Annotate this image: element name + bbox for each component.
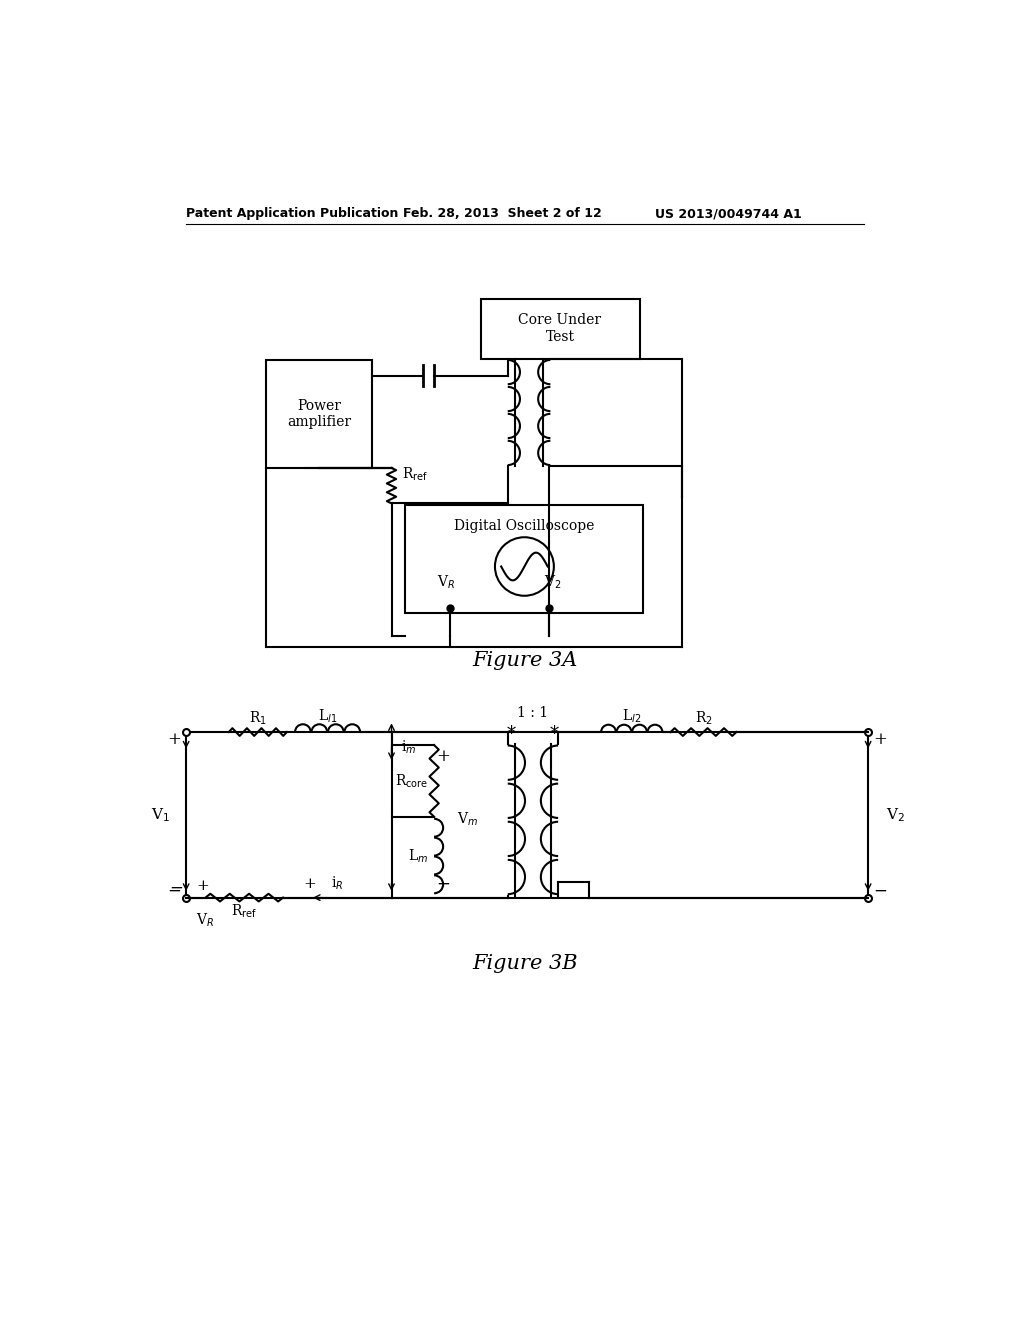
Text: V$_R$: V$_R$	[436, 574, 455, 591]
Text: Digital Oscilloscope: Digital Oscilloscope	[455, 520, 595, 533]
Text: +: +	[436, 748, 451, 766]
Bar	[480, 298, 640, 359]
Text: V$_2$: V$_2$	[886, 807, 905, 824]
Bar	[406, 506, 643, 612]
Text: −: −	[872, 883, 887, 900]
Text: R$_{\rm core}$: R$_{\rm core}$	[394, 772, 428, 789]
Text: Feb. 28, 2013  Sheet 2 of 12: Feb. 28, 2013 Sheet 2 of 12	[403, 207, 602, 220]
Text: Power
amplifier: Power amplifier	[287, 399, 351, 429]
Text: L$_{l2}$: L$_{l2}$	[623, 708, 641, 726]
Text: 1 : 1: 1 : 1	[517, 706, 549, 719]
Text: i$_m$: i$_m$	[400, 739, 416, 756]
Text: −: −	[168, 883, 181, 900]
Text: R$_{\rm ref}$: R$_{\rm ref}$	[402, 466, 428, 483]
Text: Figure 3B: Figure 3B	[472, 953, 578, 973]
Text: +: +	[168, 731, 181, 748]
Text: L$_{l1}$: L$_{l1}$	[317, 708, 337, 726]
Text: R$_2$: R$_2$	[694, 709, 713, 727]
Text: US 2013/0049744 A1: US 2013/0049744 A1	[655, 207, 802, 220]
Text: +: +	[304, 876, 316, 891]
Text: +: +	[872, 731, 887, 748]
Text: *: *	[507, 726, 516, 743]
Text: R$_{\rm ref}$: R$_{\rm ref}$	[231, 903, 257, 920]
Text: +: +	[197, 879, 209, 894]
Text: i$_R$: i$_R$	[331, 875, 343, 892]
Text: Patent Application Publication: Patent Application Publication	[186, 207, 398, 220]
Text: −: −	[169, 880, 183, 896]
Text: R$_1$: R$_1$	[249, 709, 266, 727]
Text: *: *	[550, 726, 559, 743]
Text: Core Under
Test: Core Under Test	[518, 313, 602, 343]
Text: V$_m$: V$_m$	[458, 810, 478, 828]
Text: Figure 3A: Figure 3A	[472, 651, 578, 671]
Text: V$_R$: V$_R$	[197, 912, 214, 929]
Text: −: −	[436, 876, 451, 894]
Text: V$_1$: V$_1$	[151, 807, 170, 824]
Text: V$_2$: V$_2$	[544, 574, 561, 591]
Text: L$_m$: L$_m$	[408, 847, 428, 865]
Bar	[266, 360, 372, 469]
